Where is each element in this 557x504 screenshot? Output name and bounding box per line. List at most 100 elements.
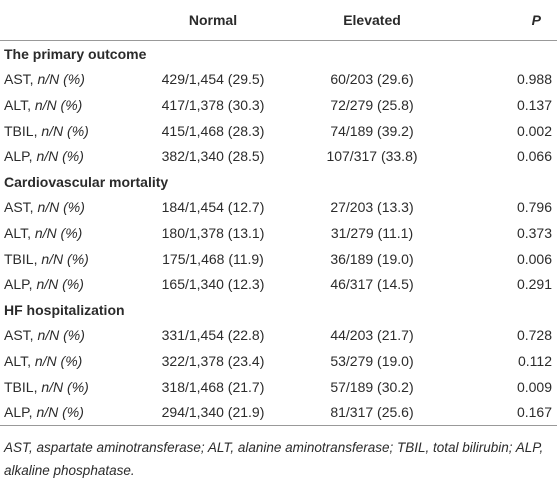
section-title: Cardiovascular mortality bbox=[4, 173, 169, 190]
row-label: ALT, n/N (%) bbox=[0, 220, 134, 246]
data-row: ALP, n/N (%) 165/1,340 (12.3) 46/317 (14.5… bbox=[0, 271, 557, 297]
data-row: ALT, n/N (%) 417/1,378 (30.3) 72/279 (25.8… bbox=[0, 92, 557, 118]
normal-cell: 331/1,454 (22.8) bbox=[161, 327, 265, 344]
row-label: ALP, n/N (%) bbox=[0, 143, 134, 169]
normal-cell: 294/1,340 (21.9) bbox=[134, 399, 292, 426]
data-row: TBIL, n/N (%) 318/1,468 (21.7) 57/189 (30.… bbox=[0, 374, 557, 400]
row-name: ALP, bbox=[4, 148, 33, 165]
section-row: HF hospitalization bbox=[0, 297, 557, 323]
table-body: The primary outcome AST, n/N (%) 429/1,454… bbox=[0, 41, 557, 426]
row-label: AST, n/N (%) bbox=[0, 323, 134, 349]
data-row: AST, n/N (%) 331/1,454 (22.8) 44/203 (21.7… bbox=[0, 323, 557, 349]
row-label: ALT, n/N (%) bbox=[0, 92, 134, 118]
data-row: ALT, n/N (%) 180/1,378 (13.1) 31/279 (11.1… bbox=[0, 220, 557, 246]
row-label: TBIL, n/N (%) bbox=[0, 374, 134, 400]
normal-cell: 382/1,340 (28.5) bbox=[161, 148, 265, 165]
elevated-cell: 81/317 (25.6) bbox=[292, 399, 452, 426]
elevated-cell: 107/317 (33.8) bbox=[326, 148, 418, 165]
normal-cell: 322/1,378 (23.4) bbox=[161, 352, 265, 369]
column-header: P bbox=[452, 0, 557, 41]
section-row: Cardiovascular mortality bbox=[0, 169, 557, 195]
row-name: ALT, bbox=[4, 224, 31, 241]
results-table: Normal Elevated P The primary outcome AST… bbox=[0, 0, 557, 426]
data-row: ALP, n/N (%) 382/1,340 (28.5) 107/317 (33.… bbox=[0, 143, 557, 169]
row-unit: n/N (%) bbox=[36, 404, 84, 421]
section-row: The primary outcome bbox=[0, 41, 557, 67]
p-value-cell: 0.002 bbox=[516, 122, 552, 139]
footnote: AST, aspartate aminotransferase; ALT, al… bbox=[4, 439, 544, 478]
row-name: AST, bbox=[4, 71, 34, 88]
row-name: AST, bbox=[4, 199, 34, 216]
p-value-cell: 0.167 bbox=[452, 399, 557, 426]
normal-cell: 318/1,468 (21.7) bbox=[161, 378, 265, 395]
column-header: Elevated bbox=[292, 0, 452, 41]
row-unit: n/N (%) bbox=[37, 327, 85, 344]
elevated-cell: 57/189 (30.2) bbox=[330, 378, 414, 395]
data-row: AST, n/N (%) 184/1,454 (12.7) 27/203 (13.3… bbox=[0, 195, 557, 221]
row-name: AST, bbox=[4, 327, 34, 344]
data-row: TBIL, n/N (%) 415/1,468 (28.3) 74/189 (39.… bbox=[0, 118, 557, 144]
row-label: ALT, n/N (%) bbox=[0, 348, 134, 374]
normal-cell: 417/1,378 (30.3) bbox=[161, 96, 265, 113]
data-row: ALP, n/N (%) 294/1,340 (21.9) 81/317 (25.6… bbox=[0, 399, 557, 426]
p-value-cell: 0.291 bbox=[516, 276, 552, 293]
row-label: AST, n/N (%) bbox=[0, 67, 134, 93]
p-value-cell: 0.728 bbox=[516, 327, 552, 344]
header-blank bbox=[0, 0, 134, 41]
normal-cell: 415/1,468 (28.3) bbox=[161, 122, 265, 139]
elevated-cell: 60/203 (29.6) bbox=[330, 71, 414, 88]
row-name: ALP, bbox=[4, 276, 33, 293]
elevated-cell: 27/203 (13.3) bbox=[330, 199, 414, 216]
row-unit: n/N (%) bbox=[41, 250, 89, 267]
row-unit: n/N (%) bbox=[34, 352, 83, 369]
data-row: TBIL, n/N (%) 175/1,468 (11.9) 36/189 (19.… bbox=[0, 246, 557, 272]
data-row: AST, n/N (%) 429/1,454 (29.5) 60/203 (29.6… bbox=[0, 67, 557, 93]
row-name: ALT, bbox=[4, 352, 31, 369]
p-value-cell: 0.373 bbox=[516, 224, 552, 241]
row-unit: n/N (%) bbox=[34, 96, 83, 113]
elevated-cell: 31/279 (11.1) bbox=[330, 224, 414, 241]
section-title: The primary outcome bbox=[4, 45, 147, 62]
elevated-cell: 44/203 (21.7) bbox=[330, 327, 414, 344]
elevated-cell: 36/189 (19.0) bbox=[330, 250, 414, 267]
section-title: HF hospitalization bbox=[4, 301, 125, 318]
p-value-cell: 0.112 bbox=[518, 352, 552, 369]
normal-cell: 429/1,454 (29.5) bbox=[161, 71, 265, 88]
row-unit: n/N (%) bbox=[34, 224, 83, 241]
row-unit: n/N (%) bbox=[37, 71, 85, 88]
normal-cell: 165/1,340 (12.3) bbox=[161, 276, 265, 293]
row-unit: n/N (%) bbox=[41, 122, 89, 139]
row-name: TBIL, bbox=[4, 122, 38, 139]
column-header: Normal bbox=[134, 0, 292, 41]
elevated-cell: 46/317 (14.5) bbox=[330, 276, 414, 293]
row-label: ALP, n/N (%) bbox=[0, 271, 134, 297]
p-value-cell: 0.988 bbox=[516, 71, 552, 88]
row-name: TBIL, bbox=[4, 378, 38, 395]
elevated-cell: 72/279 (25.8) bbox=[330, 96, 414, 113]
row-name: ALT, bbox=[4, 96, 31, 113]
header-row: Normal Elevated P bbox=[0, 0, 557, 41]
p-value-cell: 0.796 bbox=[516, 199, 552, 216]
normal-cell: 184/1,454 (12.7) bbox=[161, 199, 265, 216]
row-label: ALP, n/N (%) bbox=[0, 399, 134, 426]
data-row: ALT, n/N (%) 322/1,378 (23.4) 53/279 (19.0… bbox=[0, 348, 557, 374]
row-unit: n/N (%) bbox=[36, 148, 84, 165]
p-value-cell: 0.137 bbox=[516, 96, 552, 113]
elevated-cell: 74/189 (39.2) bbox=[330, 122, 414, 139]
row-name: TBIL, bbox=[4, 250, 38, 267]
p-value-cell: 0.009 bbox=[516, 378, 552, 395]
row-unit: n/N (%) bbox=[41, 378, 89, 395]
elevated-cell: 53/279 (19.0) bbox=[330, 352, 414, 369]
p-value-cell: 0.066 bbox=[516, 148, 552, 165]
p-value-cell: 0.006 bbox=[516, 250, 552, 267]
row-name: ALP, bbox=[4, 404, 33, 421]
normal-cell: 175/1,468 (11.9) bbox=[162, 250, 264, 267]
row-label: AST, n/N (%) bbox=[0, 195, 134, 221]
row-unit: n/N (%) bbox=[37, 199, 85, 216]
p-header: P bbox=[531, 12, 541, 28]
normal-cell: 180/1,378 (13.1) bbox=[161, 224, 265, 241]
row-label: TBIL, n/N (%) bbox=[0, 118, 134, 144]
row-label: TBIL, n/N (%) bbox=[0, 246, 134, 272]
row-unit: n/N (%) bbox=[36, 276, 84, 293]
